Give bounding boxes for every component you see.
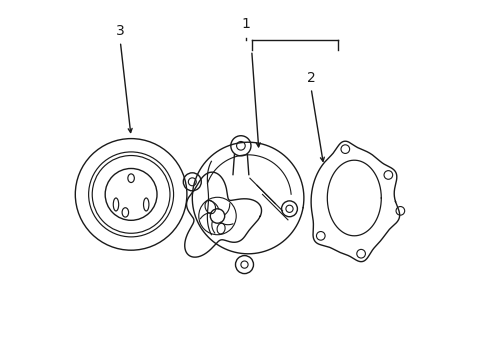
- Text: 3: 3: [116, 24, 124, 38]
- Text: 2: 2: [306, 71, 315, 85]
- Text: 1: 1: [242, 17, 250, 31]
